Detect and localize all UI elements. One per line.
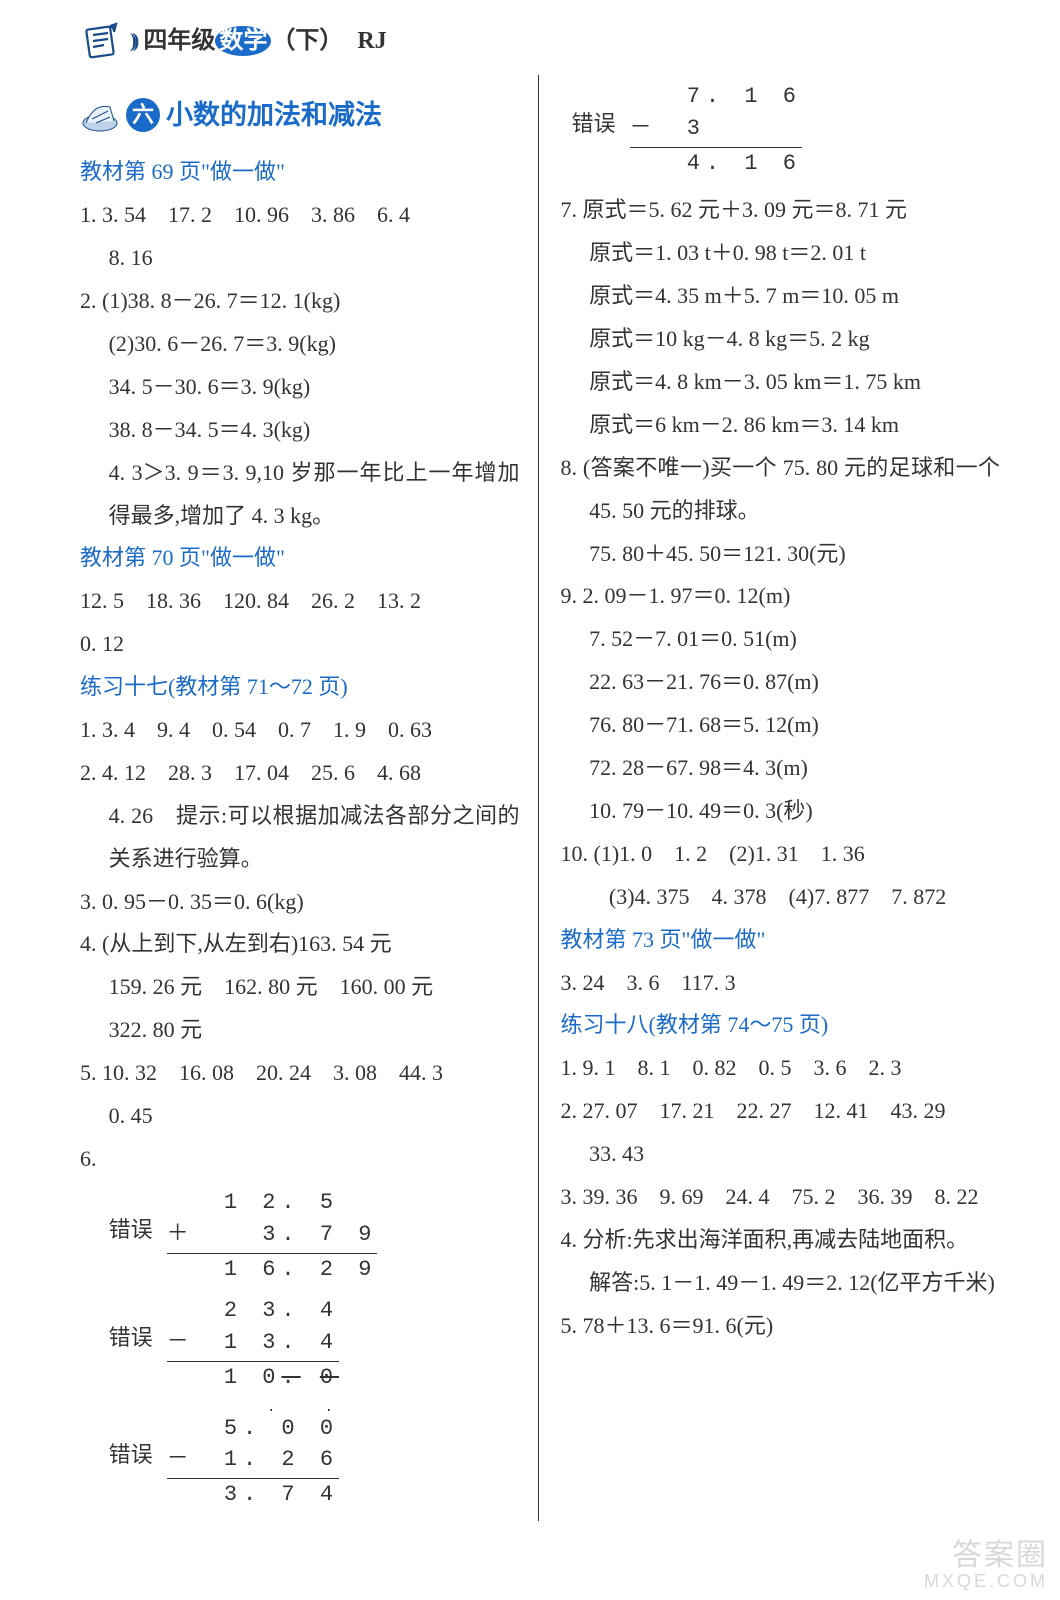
- ans-line: 1. 9. 1 8. 1 0. 82 0. 5 3. 6 2. 3: [561, 1047, 1001, 1090]
- grade-text: 四年级: [143, 28, 215, 54]
- ans-line: 3. 39. 36 9. 69 24. 4 75. 2 36. 39 8. 22: [561, 1176, 1001, 1219]
- ans-line: 0. 45: [80, 1095, 520, 1138]
- calc-row: ＋ 3. 7 9: [167, 1219, 378, 1254]
- ans-line: 33. 43: [561, 1133, 1001, 1176]
- ans-line: 9. 2. 09－1. 97＝0. 12(m): [561, 575, 1001, 618]
- calc-row: － 1. 2 6: [167, 1444, 339, 1479]
- ans-line: 159. 26 元 162. 80 元 160. 00 元: [80, 966, 520, 1009]
- ans-line: 原式＝4. 35 m＋5. 7 m＝10. 05 m: [561, 275, 1001, 318]
- subject-badge: 数学: [215, 26, 271, 56]
- section-ex17: 练习十七(教材第 71～72 页): [80, 666, 520, 709]
- ans-line: 6.: [80, 1138, 520, 1181]
- ans-line: 2. 4. 12 28. 3 17. 04 25. 6 4. 68: [80, 752, 520, 795]
- chapter-title: 小数的加法和减法: [166, 89, 382, 142]
- operator: －: [167, 1330, 195, 1355]
- right-column: 错误 7. 1 6 － 3 4. 1 6 7. 原式＝5. 62 元＋3. 09…: [538, 75, 1001, 1521]
- page-header: )) 四年级数学（下） RJ: [0, 0, 1060, 75]
- calc-dots: . .: [167, 1404, 339, 1412]
- calc-row: 1 0. 0: [167, 1362, 339, 1394]
- section-ex18: 练习十八(教材第 74～75 页): [561, 1004, 1001, 1047]
- ans-line: 72. 28－67. 98＝4. 3(m): [561, 747, 1001, 790]
- ans-line: 38. 8－34. 5＝4. 3(kg): [80, 409, 520, 452]
- chapter-icon: [80, 97, 120, 133]
- calc-row: 3. 7 4: [167, 1479, 339, 1511]
- calc-operand: 3: [668, 116, 802, 141]
- section-p73: 教材第 73 页"做一做": [561, 919, 1001, 962]
- ans-line: 4. 26 提示:可以根据加减法各部分之间的关系进行验算。: [80, 795, 520, 881]
- ans-line: 4. (从上到下,从左到右)163. 54 元: [80, 923, 520, 966]
- ans-line: 2. 27. 07 17. 21 22. 27 12. 41 43. 29: [561, 1090, 1001, 1133]
- error-label: 错误: [572, 103, 616, 180]
- calc-row: 1 6. 2 9: [167, 1254, 378, 1286]
- calc-operand: 1 3. 4: [205, 1330, 339, 1355]
- left-column: 六 小数的加法和减法 教材第 69 页"做一做" 1. 3. 54 17. 2 …: [80, 75, 538, 1521]
- watermark-line2: MXQE.COM: [924, 1572, 1048, 1592]
- ans-line: 322. 80 元: [80, 1009, 520, 1052]
- chapter-number-badge: 六: [126, 98, 160, 132]
- calc-row: 7. 1 6: [630, 81, 802, 113]
- vertical-calc: 错误 2 3. 4 － 1 3. 4 1 0. 0: [80, 1295, 520, 1394]
- ans-line: 2. (1)38. 8－26. 7＝12. 1(kg): [80, 280, 520, 323]
- operator: －: [167, 1447, 195, 1472]
- chevrons-icon: )): [130, 22, 135, 61]
- page-columns: 六 小数的加法和减法 教材第 69 页"做一做" 1. 3. 54 17. 2 …: [0, 75, 1060, 1521]
- notebook-icon: [80, 20, 122, 62]
- ans-line: 1. 3. 54 17. 2 10. 96 3. 86 6. 4: [80, 194, 520, 237]
- calc-operand: 1. 2 6: [205, 1447, 339, 1472]
- calc-row: 4. 1 6: [630, 148, 802, 180]
- ans-line: 原式＝1. 03 t＋0. 98 t＝2. 01 t: [561, 232, 1001, 275]
- ans-line: 75. 80＋45. 50＝121. 30(元): [561, 533, 1001, 576]
- ans-line: 5. 78＋13. 6＝91. 6(元): [561, 1305, 1001, 1348]
- chapter-heading: 六 小数的加法和减法: [80, 89, 520, 142]
- operator: －: [630, 116, 658, 141]
- section-p69: 教材第 69 页"做一做": [80, 151, 520, 194]
- vertical-calc: 错误 7. 1 6 － 3 4. 1 6: [561, 81, 1001, 180]
- ans-line: 8. (答案不唯一)买一个 75. 80 元的足球和一个 45. 50 元的排球…: [561, 447, 1001, 533]
- ans-line: 原式＝4. 8 km－3. 05 km＝1. 75 km: [561, 361, 1001, 404]
- vertical-calc: 错误 . . 5. 0 0 － 1. 2 6 3. 7 4: [80, 1404, 520, 1511]
- ans-line: 22. 63－21. 76＝0. 87(m): [561, 661, 1001, 704]
- ans-line: 76. 80－71. 68＝5. 12(m): [561, 704, 1001, 747]
- header-rj: RJ: [357, 18, 386, 65]
- calc-row: － 3: [630, 113, 802, 148]
- ans-line: 5. 10. 32 16. 08 20. 24 3. 08 44. 3: [80, 1052, 520, 1095]
- calc-block: . . 5. 0 0 － 1. 2 6 3. 7 4: [167, 1404, 339, 1511]
- ans-line: 10. (1)1. 0 1. 2 (2)1. 31 1. 36: [561, 833, 1001, 876]
- ans-line: 7. 52－7. 01＝0. 51(m): [561, 618, 1001, 661]
- header-title: 四年级数学（下）: [143, 18, 343, 65]
- ans-line: (3)4. 375 4. 378 (4)7. 877 7. 872: [561, 876, 1001, 919]
- calc-block: 2 3. 4 － 1 3. 4 1 0. 0: [167, 1295, 339, 1394]
- ans-line: 4. 3＞3. 9＝3. 9,10 岁那一年比上一年增加得最多,增加了 4. 3…: [80, 452, 520, 538]
- ans-line: 解答:5. 1－1. 49－1. 49＝2. 12(亿平方千米): [561, 1262, 1001, 1305]
- calc-row: 5. 0 0: [167, 1413, 339, 1445]
- ans-line: 8. 16: [80, 237, 520, 280]
- section-p70: 教材第 70 页"做一做": [80, 537, 520, 580]
- operator: ＋: [167, 1222, 195, 1247]
- ans-line: 原式＝10 kg－4. 8 kg＝5. 2 kg: [561, 318, 1001, 361]
- error-label: 错误: [109, 1317, 153, 1394]
- error-label: 错误: [109, 1434, 153, 1511]
- ans-line: 4. 分析:先求出海洋面积,再减去陆地面积。: [561, 1219, 1001, 1262]
- ans-line: 0. 12: [80, 623, 520, 666]
- ans-line: 3. 24 3. 6 117. 3: [561, 962, 1001, 1005]
- watermark: 答案圈 MXQE.COM: [924, 1539, 1048, 1592]
- term-text: （下）: [271, 28, 343, 54]
- ans-line: 7. 原式＝5. 62 元＋3. 09 元＝8. 71 元: [561, 189, 1001, 232]
- ans-line: 1. 3. 4 9. 4 0. 54 0. 7 1. 9 0. 63: [80, 709, 520, 752]
- ans-line: (2)30. 6－26. 7＝3. 9(kg): [80, 323, 520, 366]
- error-label: 错误: [109, 1209, 153, 1286]
- ans-line: 10. 79－10. 49＝0. 3(秒): [561, 790, 1001, 833]
- ans-line: 3. 0. 95－0. 35＝0. 6(kg): [80, 881, 520, 924]
- ans-line: 34. 5－30. 6＝3. 9(kg): [80, 366, 520, 409]
- calc-operand: 3. 7 9: [205, 1222, 378, 1247]
- calc-block: 1 2. 5 ＋ 3. 7 9 1 6. 2 9: [167, 1187, 378, 1286]
- ans-line: 12. 5 18. 36 120. 84 26. 2 13. 2: [80, 580, 520, 623]
- watermark-line1: 答案圈: [924, 1539, 1048, 1572]
- calc-row: 1 2. 5: [167, 1187, 378, 1219]
- ans-line: 原式＝6 km－2. 86 km＝3. 14 km: [561, 404, 1001, 447]
- vertical-calc: 错误 1 2. 5 ＋ 3. 7 9 1 6. 2 9: [80, 1187, 520, 1286]
- calc-block: 7. 1 6 － 3 4. 1 6: [630, 81, 802, 180]
- calc-row: 2 3. 4: [167, 1295, 339, 1327]
- calc-row: － 1 3. 4: [167, 1327, 339, 1362]
